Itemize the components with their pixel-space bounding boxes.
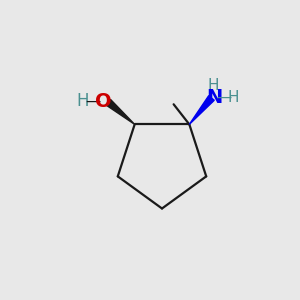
Text: H: H: [227, 90, 239, 105]
Text: H: H: [77, 92, 89, 110]
Text: O: O: [94, 92, 111, 110]
Polygon shape: [106, 99, 135, 124]
Text: —: —: [217, 90, 232, 105]
Text: H: H: [208, 78, 219, 93]
Polygon shape: [189, 96, 214, 124]
Text: N: N: [206, 88, 223, 107]
Text: —: —: [85, 94, 100, 109]
